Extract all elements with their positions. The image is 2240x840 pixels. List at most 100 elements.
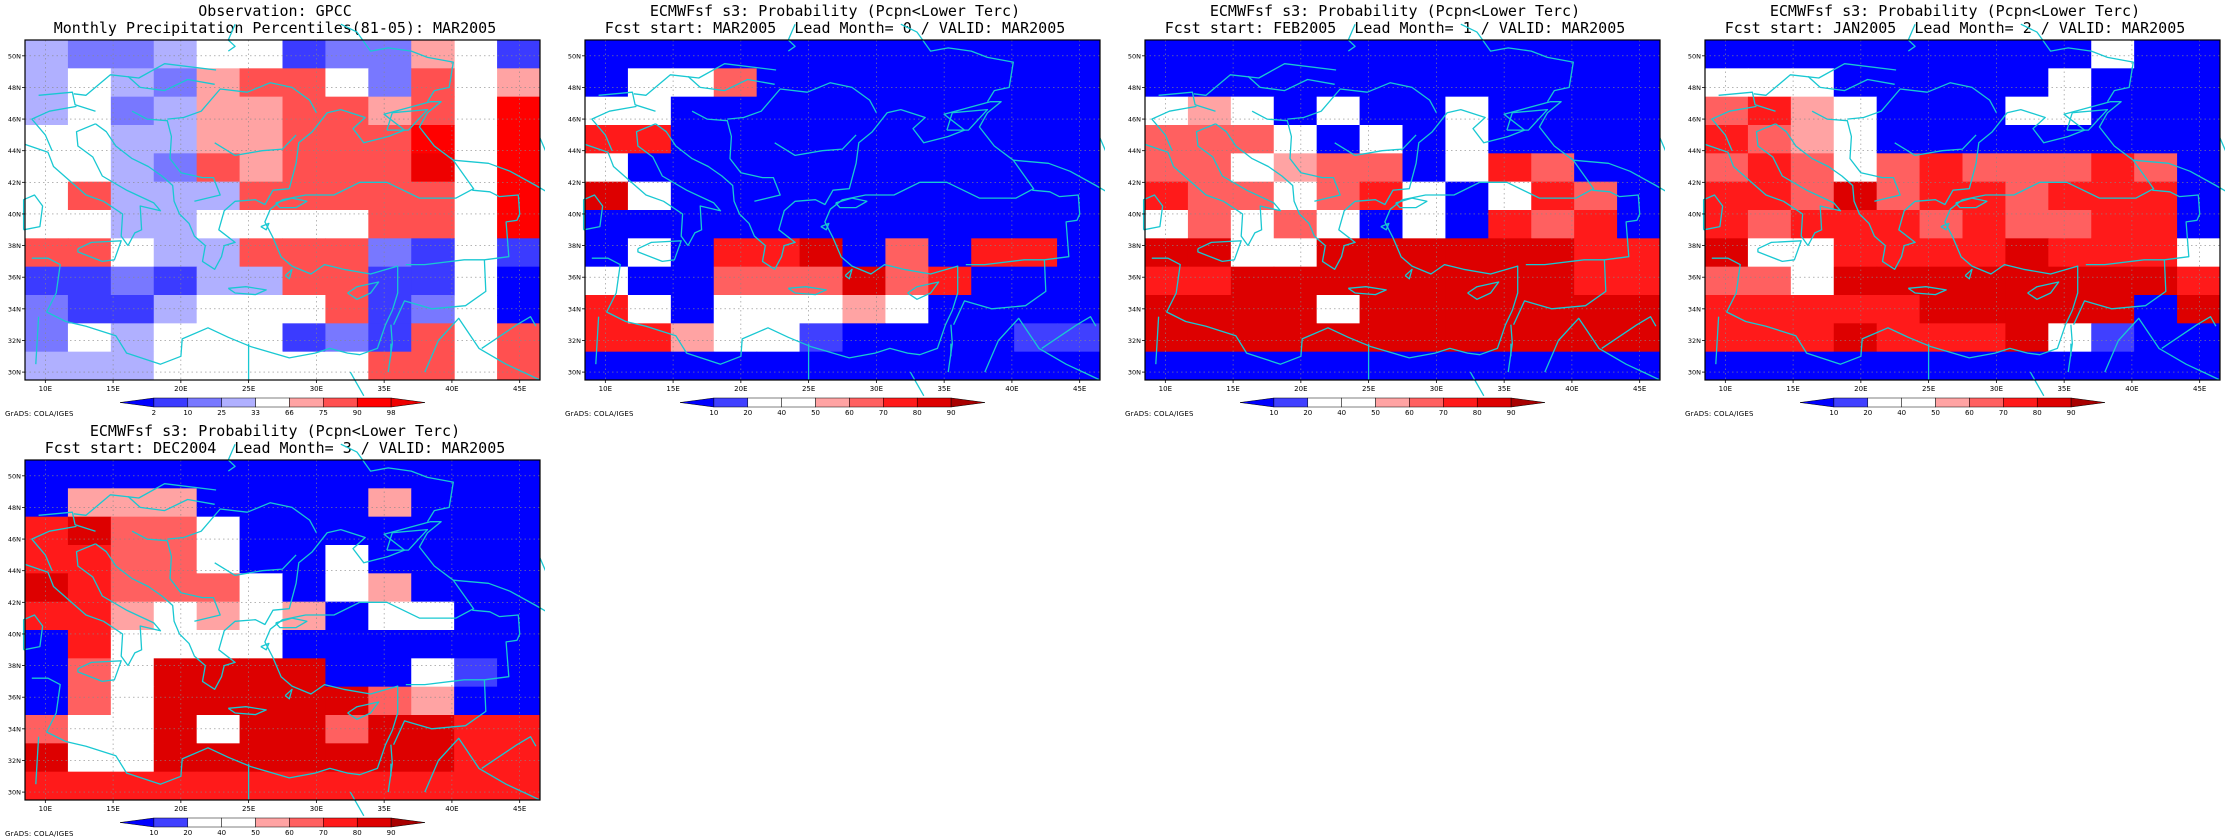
grid-cell: [454, 715, 498, 744]
coastline: [2104, 317, 2221, 381]
coastline: [909, 371, 925, 397]
grid-cell: [1833, 68, 1878, 98]
grid-cell: [153, 545, 198, 574]
y-tick-label: 34N: [1128, 305, 1141, 313]
grid-cell: [497, 516, 541, 546]
grid-cell: [2134, 295, 2178, 324]
grid-cell: [1057, 96, 1101, 126]
grid-cell: [282, 40, 326, 69]
grid-cell: [497, 210, 541, 239]
colorbar-label: 50: [1931, 409, 1940, 417]
coastline: [637, 240, 682, 263]
colorbar-swatch: [747, 397, 782, 408]
colorbar: 10 20 40 50 60 70 80 90: [679, 397, 986, 417]
grid-cell: [1617, 68, 1661, 98]
gridlines: [25, 40, 540, 380]
y-tick-label: 38N: [8, 242, 21, 250]
grid-cell: [1445, 238, 1489, 268]
y-tick-label: 50N: [568, 52, 581, 60]
coastline: [127, 495, 215, 512]
grid-cell: [2048, 210, 2092, 239]
coastline: [131, 530, 221, 622]
coastline: [347, 701, 380, 720]
grid-cell: [1962, 210, 2006, 239]
grid-cell: [196, 743, 241, 773]
grid-cell: [670, 351, 715, 381]
y-tick-label: 30N: [568, 369, 581, 377]
grid-cell: [1445, 153, 1489, 183]
coastlines: [22, 23, 545, 397]
grid-cell: [25, 743, 69, 773]
colorbar-label: 10: [1269, 409, 1278, 417]
coastline: [787, 23, 796, 52]
coastline: [1197, 240, 1242, 263]
grid-cell: [2134, 125, 2178, 154]
colorbar-label: 50: [1371, 409, 1380, 417]
grid-cell: [1359, 153, 1403, 183]
grid-cell: [67, 351, 112, 381]
x-tick-label: 20E: [1294, 385, 1307, 393]
x-tick-label: 15E: [1786, 385, 1799, 393]
grid-cell: [110, 715, 155, 744]
grid-cell: [25, 210, 69, 239]
grid-cell: [2005, 210, 2049, 239]
coastline: [1251, 110, 1341, 202]
grid-cell: [368, 153, 412, 183]
coastline: [31, 101, 475, 365]
grid-cell: [196, 516, 241, 546]
grid-cell: [1145, 351, 1189, 381]
colorbar-swatch: [1307, 397, 1342, 408]
coastline: [595, 316, 600, 365]
x-tick-label: 10E: [39, 385, 52, 393]
grid-cell: [282, 295, 326, 324]
grid-cell: [1445, 295, 1489, 324]
grid-cell: [1014, 351, 1058, 381]
coastline: [214, 554, 297, 577]
grid-cell: [368, 68, 412, 98]
grid-cell: [971, 351, 1015, 381]
grid-cell: [1230, 40, 1275, 69]
grid-cell: [1617, 295, 1661, 324]
y-tick-label: 38N: [1128, 242, 1141, 250]
x-tick-label: 45E: [1633, 385, 1646, 393]
y-tick-label: 44N: [568, 147, 581, 155]
grid-cell: [928, 153, 972, 183]
colorbar-swatch: [1341, 397, 1376, 408]
y-tick-label: 40N: [8, 630, 21, 638]
y-tick-label: 48N: [8, 84, 21, 92]
colorbar-swatch: [849, 397, 884, 408]
grid-cell: [885, 181, 929, 211]
grid-cell: [153, 153, 198, 183]
grid-cell: [1488, 40, 1532, 69]
grid-cell: [1402, 68, 1446, 98]
grid-cell: [1057, 68, 1101, 98]
panel-forecast-lead2: ECMWFsf s3: Probability (Pcpn<Lower Terc…: [1685, 0, 2225, 420]
grid-cell: [627, 96, 672, 126]
x-tick-label: 35E: [377, 805, 390, 813]
y-tick-label: 46N: [568, 116, 581, 124]
grid-cell: [1273, 125, 1318, 154]
grid-cell: [1145, 153, 1189, 183]
grid-cell: [1531, 181, 1575, 211]
panel-title-line1: ECMWFsf s3: Probability (Pcpn<Lower Terc…: [89, 422, 461, 440]
grid-cell: [25, 266, 69, 296]
grid-cell: [2134, 323, 2178, 353]
grid-cell: [1833, 153, 1878, 183]
colorbar-swatch: [1833, 397, 1869, 408]
grid-cell: [497, 743, 541, 773]
grid-cell: [1790, 40, 1835, 69]
grid-cell: [153, 743, 198, 773]
grid-cell: [1919, 351, 1963, 381]
grid-cell: [67, 715, 112, 744]
colorbar-swatch: [1476, 397, 1512, 408]
panel-title-line1: ECMWFsf s3: Probability (Pcpn<Lower Terc…: [649, 2, 1021, 20]
grid-cell: [1488, 68, 1532, 98]
colorbar-label: 80: [353, 829, 362, 837]
colorbar-label: 40: [1337, 409, 1346, 417]
grid-cell: [842, 153, 886, 183]
x-tick-label: 35E: [1497, 385, 1510, 393]
grid-cells: [25, 460, 541, 801]
grid-cell: [153, 210, 198, 239]
coastline: [2029, 371, 2045, 397]
coastline: [349, 791, 365, 817]
